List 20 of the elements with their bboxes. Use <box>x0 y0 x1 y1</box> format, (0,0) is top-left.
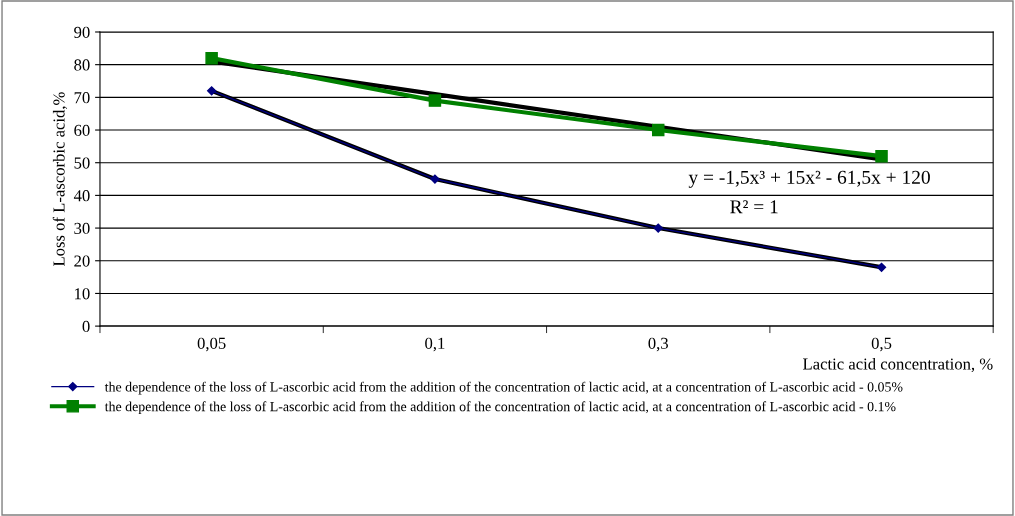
y-tick-label: 30 <box>74 222 90 235</box>
x-tick-label: 0,05 <box>197 337 226 352</box>
annotation: R² = 1 <box>730 200 778 214</box>
legend-label: the dependence of the loss of L-ascorbic acid from the addition of the concentration of lactic acid, at a concentration of L-ascorbic acid - 0.1% <box>104 401 896 415</box>
y-tick-label: 60 <box>74 124 90 136</box>
y-tick-label: 40 <box>73 190 90 202</box>
y-tick-label: 70 <box>74 92 90 104</box>
y-axis-title: Loss of L-ascorbic acid,% <box>52 92 68 267</box>
y-tick-label: 50 <box>74 157 90 169</box>
y-tick-label: 90 <box>74 26 90 38</box>
x-tick-label: 0,3 <box>648 337 668 352</box>
x-tick-label: 0,1 <box>425 337 445 352</box>
y-tick-label: 80 <box>74 59 90 71</box>
legend-label: the dependence of the loss of L-ascorbic acid from the addition of the concentration of lactic acid, at a concentration of L-ascorbic acid - 0.05% <box>104 381 903 395</box>
y-tick-label: 0 <box>82 320 90 333</box>
y-tick-label: 10 <box>75 288 90 300</box>
x-tick-label: 0,5 <box>871 337 892 352</box>
y-tick-label: 20 <box>74 255 90 267</box>
x-axis-title: Lactic acid concentration, % <box>803 357 993 373</box>
annotation: y = -1,5x³ + 15x² - 61,5x + 120 <box>688 170 930 188</box>
